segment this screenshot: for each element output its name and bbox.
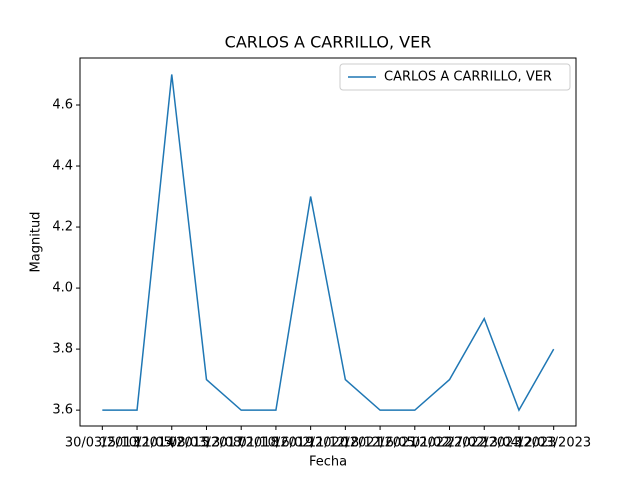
- x-tick-label: 15/10/2014: [100, 436, 175, 451]
- x-tick-label: 13/08/2018: [204, 436, 279, 451]
- y-axis-label: Magnitud: [29, 212, 44, 273]
- x-tick-label: 08/03/2017: [169, 436, 244, 451]
- chart-title: CARLOS A CARRILLO, VER: [225, 33, 432, 52]
- y-tick-label: 4.2: [52, 220, 73, 235]
- y-tick-label: 4.0: [52, 281, 73, 296]
- x-tick-label: 01/10/2019: [238, 436, 313, 451]
- y-tick-label: 3.6: [52, 403, 73, 418]
- plot-frame: [79, 57, 577, 427]
- x-tick-label: 16/05/2022: [377, 436, 452, 451]
- y-tick-label: 4.4: [52, 159, 73, 174]
- legend-label: CARLOS A CARRILLO, VER: [384, 70, 552, 85]
- y-tick-label: 3.8: [52, 342, 73, 357]
- x-axis-label: Fecha: [309, 455, 347, 470]
- data-line: [102, 74, 555, 412]
- x-tick-label: 12/03/2023: [516, 436, 591, 451]
- legend-box: [339, 63, 571, 91]
- x-tick-label: 11/05/2015: [134, 436, 209, 451]
- x-tick-label: 27/02/2023: [447, 436, 522, 451]
- x-tick-label: 01/02/2022: [412, 436, 487, 451]
- x-tick-label: 16/02/2020: [273, 436, 348, 451]
- y-tick-label: 4.6: [52, 97, 73, 112]
- x-tick-label: 13/04/2023: [481, 436, 556, 451]
- x-tick-label: 11/12/2021: [308, 436, 383, 451]
- x-tick-label: 30/03/2013: [65, 436, 140, 451]
- x-tick-label: 18/12/2021: [343, 436, 418, 451]
